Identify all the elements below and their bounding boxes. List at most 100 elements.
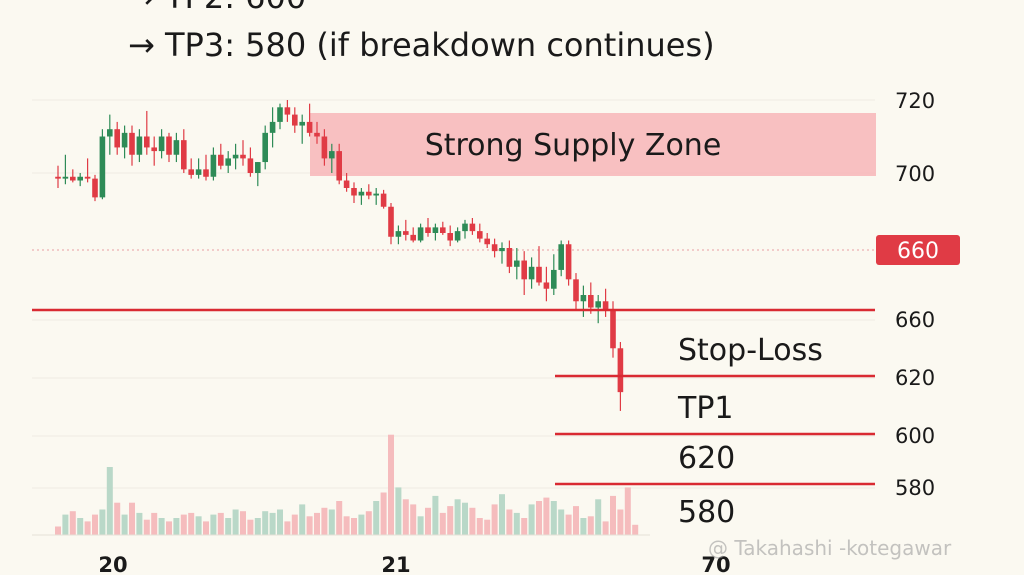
candle-body	[107, 129, 113, 137]
candle-body	[269, 121, 276, 133]
volume-bar	[77, 518, 84, 535]
candle-body	[247, 158, 254, 173]
candle-body	[454, 231, 461, 241]
candle-body	[447, 233, 453, 241]
volume-bar	[84, 521, 91, 535]
candle-body	[77, 176, 83, 181]
volume-bar	[291, 514, 298, 535]
volume-bar	[373, 501, 380, 535]
candle-body	[395, 231, 402, 237]
volume-bar	[565, 514, 572, 535]
candle-body	[70, 176, 76, 181]
volume-bar	[136, 512, 143, 535]
volume-bar	[528, 504, 535, 535]
candle-body	[366, 191, 372, 196]
candle-body	[210, 154, 217, 177]
volume-bar	[99, 509, 106, 535]
x-tick-label: 21	[381, 553, 410, 575]
volume-bar	[343, 516, 350, 535]
candle-body	[99, 136, 106, 198]
volume-bar	[173, 518, 180, 535]
volume-bar	[247, 519, 254, 535]
volume-bar	[587, 516, 594, 535]
volume-bar	[624, 487, 631, 535]
volume-bar	[114, 502, 121, 535]
volume-bar	[462, 502, 468, 535]
candle-body	[336, 151, 342, 181]
candle-body	[506, 248, 513, 267]
candle-body	[173, 140, 180, 155]
volume-bar	[550, 501, 557, 535]
volume-bar	[269, 512, 276, 535]
volume-bar	[158, 518, 165, 535]
current-price-label: 660	[897, 239, 939, 264]
candles	[55, 100, 624, 411]
candle-body	[580, 295, 587, 302]
axis-labels: 720 700 660 620 600 580 660 20 21 70	[98, 89, 960, 575]
volume-bar	[92, 514, 98, 535]
y-tick-label: 600	[895, 424, 935, 448]
candle-body	[573, 279, 579, 302]
candle-body	[499, 248, 505, 252]
volume-bar	[166, 521, 172, 535]
candle-body	[440, 227, 446, 233]
volume-bar	[106, 467, 113, 535]
volume-bar	[121, 514, 128, 535]
volume-bar	[410, 504, 417, 535]
candle-body	[218, 154, 224, 166]
volume-bar	[203, 521, 209, 535]
volume-bar	[610, 495, 616, 535]
volume-bar	[217, 512, 224, 535]
candle-body	[417, 227, 424, 241]
volume-bar	[358, 514, 365, 535]
level-label-tp1: TP1	[677, 391, 734, 426]
tp3-header-line: → TP3: 580 (if breakdown continues)	[128, 26, 715, 64]
volume-bar	[188, 512, 195, 535]
volume-bar	[254, 518, 261, 535]
candle-body	[92, 178, 98, 198]
volume-bar	[195, 516, 202, 535]
candle-body	[432, 227, 439, 233]
candle-body	[114, 129, 120, 148]
supply-zone-rect	[310, 113, 876, 176]
candle-body	[588, 295, 594, 308]
volume-bar	[395, 487, 402, 535]
candle-body	[188, 169, 194, 175]
candle-body	[558, 244, 564, 270]
candle-body	[225, 158, 231, 166]
volume-bar	[232, 509, 239, 535]
volume-bar	[484, 519, 491, 535]
candle-body	[410, 234, 416, 241]
volume-bar	[388, 434, 394, 535]
volume-bar	[580, 518, 587, 535]
candle-body	[380, 193, 387, 207]
candle-body	[403, 231, 409, 235]
volume-bar	[151, 512, 158, 535]
candle-body	[610, 310, 616, 349]
x-tick-label: 70	[701, 553, 730, 575]
candle-body	[543, 282, 550, 289]
candle-body	[551, 269, 557, 289]
candle-body	[129, 132, 135, 155]
volume-bar	[284, 521, 291, 535]
volume-bar	[513, 512, 520, 535]
y-tick-label: 720	[895, 89, 935, 113]
candle-body	[136, 136, 143, 155]
candle-body	[469, 223, 476, 232]
candle-body	[565, 244, 572, 280]
watermark: @ Takahashi -kotegawar	[708, 536, 952, 560]
volume-bar	[632, 524, 639, 535]
volume-bar	[55, 526, 61, 535]
level-label-580: 580	[678, 495, 735, 530]
level-label-stop-loss: Stop-Loss	[678, 333, 823, 368]
candle-body	[491, 244, 498, 252]
volume-bar	[351, 518, 357, 535]
volume-bar	[499, 494, 505, 535]
y-tick-label: 620	[895, 366, 935, 390]
x-tick-label: 20	[98, 553, 127, 575]
candle-body	[181, 140, 187, 170]
candle-body	[203, 169, 209, 177]
y-tick-label: 700	[895, 162, 935, 186]
candle-body	[232, 154, 239, 159]
